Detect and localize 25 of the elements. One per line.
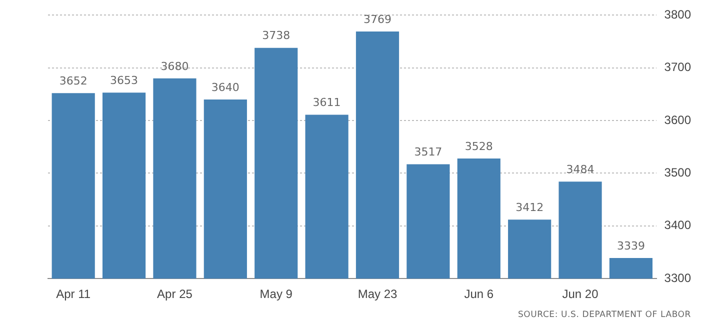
data-label: 3769	[364, 12, 392, 26]
data-label: 3517	[414, 146, 442, 159]
x-tick-label: May 9	[260, 287, 293, 302]
y-tick-label: 3600	[664, 112, 692, 127]
data-label: 3652	[59, 74, 88, 88]
x-tick-label: Jun 6	[464, 287, 494, 302]
x-tick-label: Apr 25	[157, 287, 193, 302]
x-tick-label: Apr 11	[56, 287, 91, 302]
data-label: 3412	[516, 200, 544, 214]
y-tick-label: 3400	[664, 218, 692, 232]
y-tick-label: 3500	[664, 166, 692, 180]
data-label: 3484	[566, 163, 594, 176]
data-label: 3339	[616, 239, 645, 252]
data-label: 3680	[160, 60, 189, 73]
data-label: 3738	[262, 29, 290, 42]
data-label: 3528	[464, 140, 493, 153]
source-note: SOURCE: U.S. DEPARTMENT OF LABOR	[518, 310, 691, 320]
data-label: 3611	[312, 96, 341, 110]
y-tick-label: 3300	[664, 270, 692, 285]
x-tick-label: May 23	[358, 287, 398, 302]
data-label: 3653	[110, 74, 138, 87]
data-label: 3640	[211, 80, 240, 94]
x-tick-label: Jun 20	[562, 287, 599, 302]
y-tick-label: 3800	[664, 8, 692, 22]
y-tick-label: 3700	[664, 60, 692, 74]
